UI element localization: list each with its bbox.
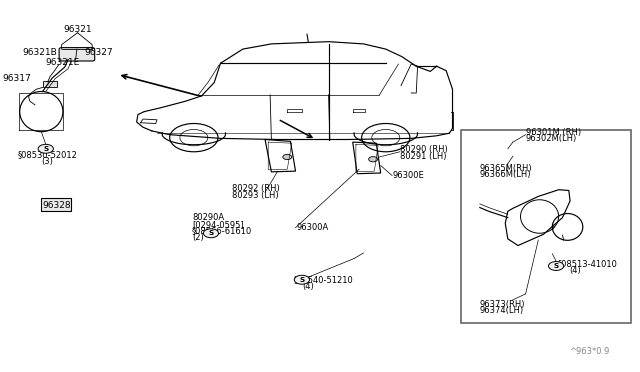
Text: S: S [43, 146, 49, 152]
Text: 96301M (RH): 96301M (RH) [525, 128, 580, 137]
Circle shape [548, 262, 564, 270]
Circle shape [369, 157, 378, 162]
Text: §08513-41010: §08513-41010 [557, 260, 617, 269]
Circle shape [294, 275, 310, 284]
Circle shape [204, 229, 219, 238]
Bar [43, 81, 56, 87]
Text: 96365M(RH): 96365M(RH) [480, 164, 532, 173]
Text: (4): (4) [569, 266, 580, 275]
Text: 96328: 96328 [42, 201, 71, 210]
Text: 96300E: 96300E [392, 171, 424, 180]
Text: 80290 (RH): 80290 (RH) [400, 145, 447, 154]
Text: 96321E: 96321E [46, 58, 80, 67]
Text: 80292 (RH): 80292 (RH) [232, 185, 280, 193]
Text: S: S [300, 277, 305, 283]
Text: (3): (3) [42, 157, 54, 166]
Text: §08566-61610: §08566-61610 [192, 227, 252, 235]
Text: ^963*0.9: ^963*0.9 [569, 347, 609, 356]
Text: 96327: 96327 [84, 48, 113, 57]
FancyBboxPatch shape [59, 48, 95, 61]
Text: 96302M(LH): 96302M(LH) [525, 134, 577, 143]
Text: 96321B: 96321B [22, 48, 57, 57]
Text: 96374(LH): 96374(LH) [480, 307, 524, 315]
Text: 80291 (LH): 80291 (LH) [400, 152, 446, 161]
Text: [0294-0595]: [0294-0595] [192, 220, 244, 229]
Text: 80290A: 80290A [192, 213, 224, 222]
Circle shape [283, 154, 292, 160]
Text: S: S [554, 263, 559, 269]
Text: (2): (2) [192, 233, 204, 242]
FancyBboxPatch shape [41, 198, 71, 211]
Text: §08540-51210: §08540-51210 [294, 275, 353, 284]
Bar [461, 130, 631, 323]
Text: 96317: 96317 [3, 74, 31, 83]
Text: §08530-52012: §08530-52012 [18, 150, 77, 159]
Text: 80293 (LH): 80293 (LH) [232, 191, 278, 200]
Circle shape [38, 144, 53, 153]
Text: (4): (4) [302, 282, 314, 291]
Text: 96300A: 96300A [297, 223, 329, 232]
Text: S: S [209, 230, 214, 236]
Text: 96321: 96321 [63, 25, 92, 34]
Text: 96366M(LH): 96366M(LH) [480, 170, 531, 179]
Text: 96373(RH): 96373(RH) [480, 300, 525, 309]
